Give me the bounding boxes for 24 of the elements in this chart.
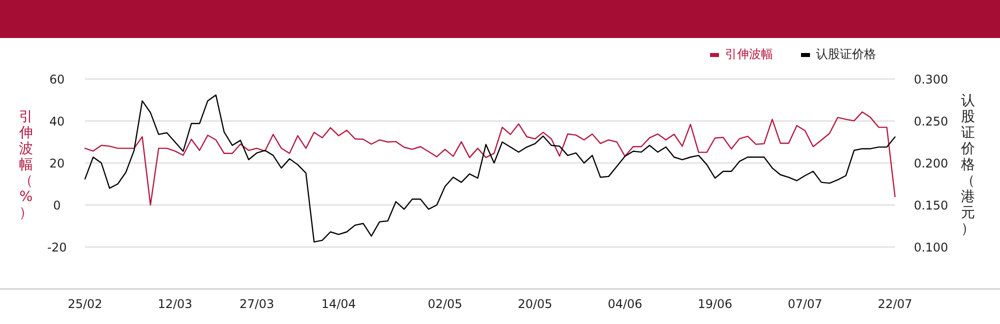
y2-tick-label: 0.100 [914,240,948,254]
y-tick-label: 60 [49,72,65,86]
legend-label: 引伸波幅 [725,47,773,61]
x-tick-label: 25/02 [68,297,102,311]
y-tick-label: 20 [49,156,65,170]
x-tick-label: 22/07 [878,297,912,311]
y-tick-label: 40 [49,114,65,128]
x-tick-label: 19/06 [698,297,732,311]
y2-tick-label: 0.150 [914,198,948,212]
x-tick-label: 14/04 [321,297,356,311]
x-tick-label: 20/05 [518,297,552,311]
y2-tick-label: 0.250 [914,114,948,128]
legend-label: 认股证价格 [816,47,876,61]
x-tick-label: 04/06 [608,297,642,311]
y-tick-label: -20 [47,240,67,254]
x-tick-label: 07/07 [788,297,822,311]
text: 认股证价格（港元） [961,93,975,237]
y-axis-title: 引伸波幅（%） [18,109,33,221]
x-tick-label: 02/05 [428,297,462,311]
y-tick-label: 0 [53,198,61,212]
y2-tick-label: 0.200 [914,156,948,170]
x-tick-label: 12/03 [158,297,192,311]
y2-tick-label: 0.300 [914,72,948,86]
x-tick-label: 27/03 [240,297,274,311]
